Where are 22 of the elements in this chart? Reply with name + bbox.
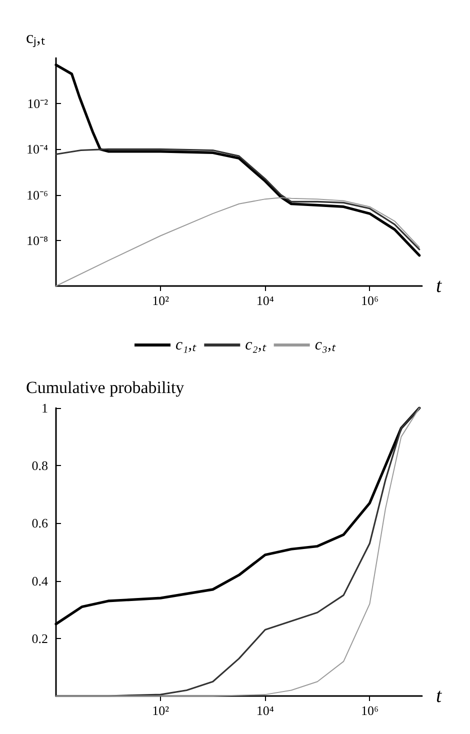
y-axis-title: Cumulative probability: [26, 378, 185, 397]
x-tick-label: 10⁴: [256, 703, 274, 718]
y-tick-label: 0.4: [32, 573, 48, 588]
x-tick-label: 10⁶: [360, 293, 378, 308]
x-tick-label: 10⁶: [360, 703, 378, 718]
x-tick-label: 10²: [152, 703, 170, 718]
y-tick-label: 10⁻⁸: [26, 232, 48, 248]
x-tick-label: 10²: [152, 293, 170, 308]
y-tick-label: 0.2: [32, 630, 48, 646]
legend-label: c₂,ₜ: [245, 336, 267, 354]
legend-label: c₁,ₜ: [176, 336, 198, 354]
y-tick-label: 10⁻⁴: [26, 142, 48, 157]
y-axis-title: cⱼ,ₜ: [26, 28, 45, 48]
legend-label: c₃,ₜ: [314, 336, 336, 354]
x-axis-title: t: [436, 275, 442, 297]
y-tick-label: 1: [42, 400, 48, 416]
x-tick-label: 10⁴: [256, 293, 274, 308]
y-tick-label: 0.6: [32, 516, 48, 531]
x-axis-title: t: [436, 685, 442, 707]
y-tick-label: 10⁻⁶: [26, 187, 48, 202]
y-tick-label: 10⁻²: [27, 96, 48, 112]
y-tick-label: 0.8: [32, 458, 48, 474]
